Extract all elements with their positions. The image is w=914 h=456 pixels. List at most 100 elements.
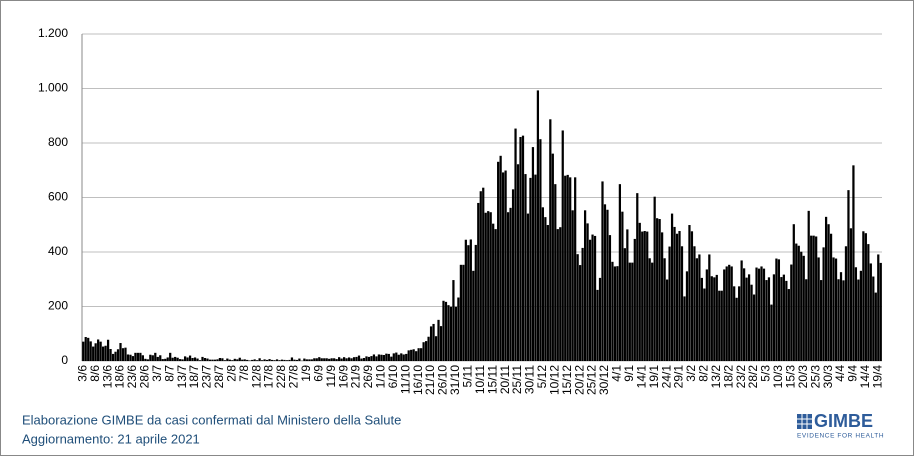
bar [509, 207, 512, 361]
bar [844, 246, 848, 361]
x-tick-label: 19/4 [870, 365, 884, 389]
bar [683, 296, 686, 361]
bar [574, 177, 577, 361]
bar [745, 277, 748, 361]
bar [407, 350, 410, 361]
bar [238, 357, 241, 361]
bar [698, 254, 701, 361]
bar [815, 236, 818, 361]
bar [395, 352, 398, 361]
bar [529, 177, 532, 361]
x-tick-label: 6/10 [386, 365, 400, 389]
bar [502, 172, 505, 361]
bar [340, 358, 343, 361]
bar [439, 326, 443, 361]
bar [735, 297, 738, 361]
bar [397, 354, 400, 361]
bar [775, 258, 778, 361]
bar [583, 210, 587, 361]
y-tick-label: 1.000 [38, 81, 68, 95]
bar [752, 294, 756, 361]
bar [857, 279, 860, 361]
bar [546, 225, 549, 361]
x-tick-label: 16/9 [336, 365, 350, 389]
bar [119, 343, 122, 361]
bar [328, 358, 331, 361]
bar [643, 231, 646, 361]
bar [169, 352, 172, 361]
bar [405, 353, 408, 361]
bar [149, 354, 152, 361]
bar [802, 255, 805, 361]
bar [482, 187, 485, 361]
x-tick-label: 28/7 [212, 365, 226, 389]
bar [186, 357, 189, 361]
footer-source: Elaborazione GIMBE da casi confermati da… [22, 412, 401, 427]
bar [638, 222, 641, 361]
bar [738, 286, 741, 361]
bar [668, 246, 671, 361]
bar [352, 357, 356, 361]
bar [559, 227, 562, 361]
bar [780, 277, 783, 361]
bar [228, 359, 231, 361]
bar [663, 258, 666, 361]
bar [588, 239, 592, 361]
x-tick-label: 3/7 [150, 365, 164, 382]
bar [561, 130, 564, 361]
bar [367, 356, 371, 361]
bar [174, 356, 177, 361]
bar [755, 267, 758, 361]
bar [832, 257, 835, 361]
x-tick-label: 25/12 [585, 365, 599, 395]
bar [705, 269, 708, 361]
bar [867, 244, 870, 361]
bar [315, 358, 318, 361]
bar [211, 359, 214, 361]
bar [94, 343, 97, 361]
bar [99, 341, 102, 361]
x-tick-label: 30/11 [523, 365, 537, 394]
x-tick-label: 8/6 [88, 365, 102, 382]
bar [472, 270, 475, 361]
bar [422, 342, 425, 361]
bar [497, 161, 500, 361]
bar [474, 244, 477, 361]
bar [554, 184, 557, 361]
bar [134, 352, 137, 361]
bar [593, 235, 597, 361]
bar [792, 224, 795, 361]
bar [156, 356, 159, 361]
bar [852, 165, 855, 361]
bar [661, 232, 664, 361]
bar [715, 274, 718, 361]
bar [613, 266, 617, 361]
bar [116, 349, 120, 361]
bar [733, 286, 736, 361]
bar [179, 359, 182, 361]
bar [457, 297, 460, 361]
bar [251, 359, 254, 361]
bar [462, 264, 465, 361]
bar [800, 251, 803, 361]
bar [434, 336, 438, 361]
x-tick-label: 1/9 [299, 365, 313, 382]
bar [213, 359, 217, 361]
bar [651, 262, 654, 361]
bar [278, 360, 281, 361]
bar [333, 358, 336, 361]
bar [424, 341, 428, 361]
bar [288, 359, 291, 361]
y-tick-label: 1.200 [38, 26, 68, 40]
bar [829, 233, 833, 361]
bar [730, 266, 733, 361]
x-tick-label: 13/2 [709, 365, 723, 389]
bar [616, 266, 619, 361]
bar [847, 190, 850, 361]
bar [256, 360, 259, 361]
bar [862, 231, 865, 361]
bar [459, 264, 462, 361]
bar [154, 352, 157, 361]
bar [641, 231, 644, 361]
